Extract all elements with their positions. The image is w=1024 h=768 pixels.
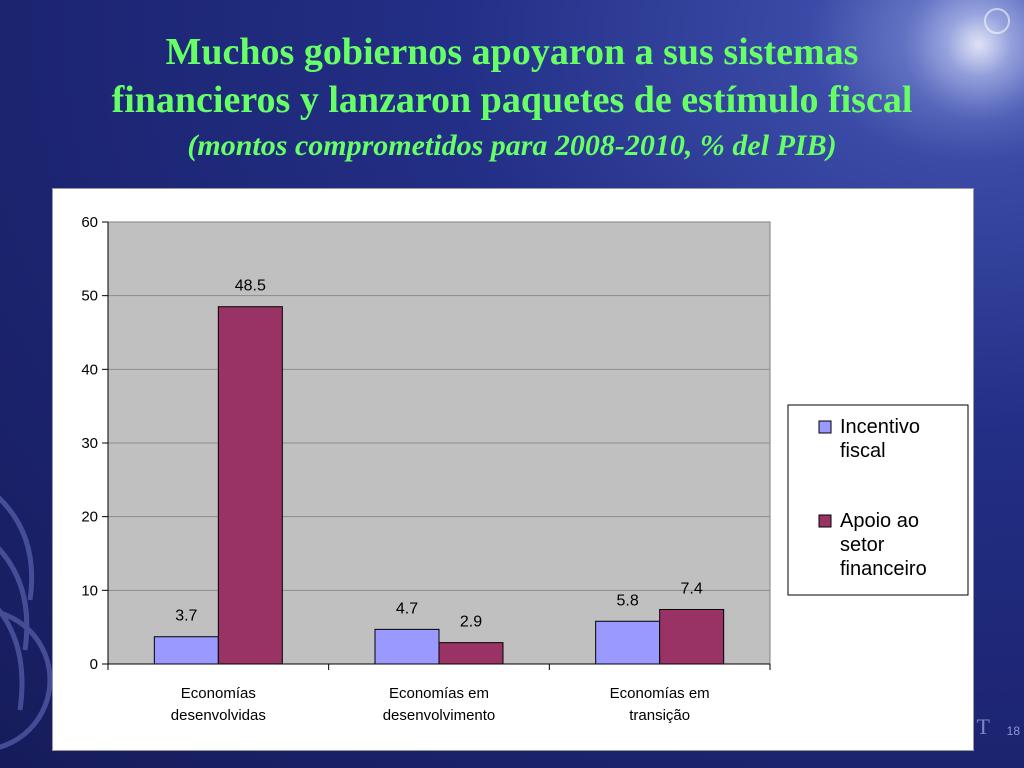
y-tick-label: 0	[90, 656, 98, 673]
bar-chart: 0 10 20 30 40 50 60 3.7 48.5 Economías desenvolvid…	[81, 214, 969, 724]
legend-label: setor	[840, 534, 885, 556]
x-category-label: Economías	[181, 685, 256, 702]
data-label: 7.4	[681, 580, 703, 597]
bar	[217, 306, 283, 665]
x-category-label: Economías em	[610, 685, 710, 702]
y-tick-label: 30	[81, 435, 98, 452]
footer-mark: T	[976, 714, 990, 739]
page-number: 18	[1006, 724, 1020, 738]
slide-title-line-1: Muchos gobiernos apoyaron a sus sistemas	[165, 31, 859, 73]
y-tick-label: 20	[81, 509, 98, 526]
y-tick-label: 50	[81, 288, 98, 305]
slide-title-line-2: financieros y lanzaron paquetes de estím…	[111, 79, 913, 121]
y-tick-label: 60	[81, 214, 98, 231]
legend-label: Incentivo	[840, 416, 920, 438]
title-block: Muchos gobiernos apoyaron a sus sistemas…	[0, 28, 1024, 168]
bar	[153, 636, 219, 665]
legend-box	[787, 404, 969, 596]
un-emblem-icon	[0, 495, 53, 750]
x-category-label: desenvolvidas	[171, 707, 266, 724]
data-label: 48.5	[235, 278, 266, 295]
y-tick-label: 10	[81, 582, 98, 599]
x-category-label: Economías em	[389, 685, 489, 702]
legend-label: fiscal	[840, 440, 886, 462]
y-tick-label: 40	[81, 361, 98, 378]
legend-swatch	[818, 420, 832, 434]
data-label: 3.7	[175, 608, 197, 625]
bar	[595, 620, 661, 665]
legend-swatch	[818, 514, 832, 528]
data-label: 4.7	[396, 600, 418, 617]
x-category-label: transição	[629, 707, 690, 724]
x-category-label: desenvolvimento	[383, 707, 496, 724]
corner-logo-icon	[984, 8, 1010, 34]
legend-label: financeiro	[840, 558, 927, 580]
bar	[659, 608, 725, 665]
legend-label: Apoio ao	[840, 510, 919, 532]
bar	[374, 628, 440, 665]
chart-container: 0 10 20 30 40 50 60 3.7 48.5 Economías desenvolvid…	[52, 188, 974, 751]
data-label: 2.9	[460, 614, 482, 631]
data-label: 5.8	[617, 592, 639, 609]
slide-subtitle: (montos comprometidos para 2008-2010, % …	[187, 129, 837, 162]
bar	[438, 642, 504, 665]
